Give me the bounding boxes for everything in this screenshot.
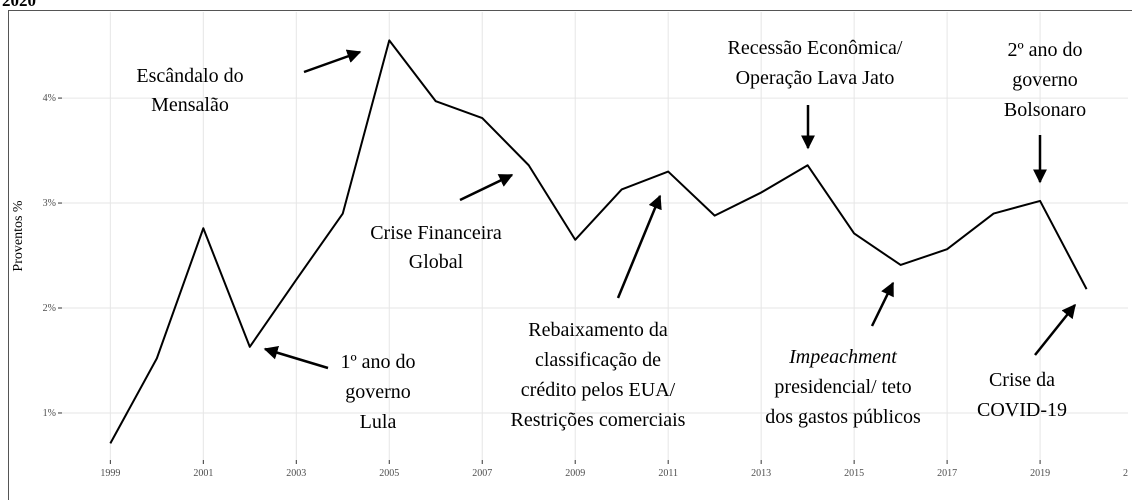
chart-title: 2020: [2, 0, 36, 10]
x-tick-label: 2017: [937, 468, 957, 479]
x-tick-label: 2015: [844, 468, 864, 479]
arrow: [303, 49, 362, 74]
x-tick-label: 2003: [286, 468, 306, 479]
x-tick-label: 2011: [658, 468, 678, 479]
arrow: [616, 194, 662, 299]
annotations: Escândalo do Mensalão 1º ano do governo Lul…: [136, 37, 1086, 433]
plot: [109, 39, 1088, 444]
y-axis-label: Proventos %: [11, 200, 26, 272]
arrow: [1034, 303, 1076, 356]
frame: [8, 10, 1132, 500]
grid: 1999 2001 2003 2005 2007 2009 2011 2013 2015 2017…: [62, 12, 1132, 479]
annotation: Crise da COVID-19: [977, 369, 1067, 421]
x-tick-label: 2005: [379, 468, 399, 479]
arrow: [263, 345, 329, 370]
x-tick-label: 2007: [472, 468, 492, 479]
x-tick-label: 1999: [100, 468, 120, 479]
annotation: Crise Financeira Global: [370, 222, 502, 273]
y-tick-label: 2%: [43, 303, 56, 314]
annotation: Rebaixamento da classificação de crédito p…: [511, 319, 686, 431]
x-tick-label: 2001: [193, 468, 213, 479]
annotation: Impeachment presidencial/ teto dos gastos …: [765, 346, 921, 428]
y-tick-label: 4%: [43, 93, 56, 104]
x-tick-label: 2019: [1030, 468, 1050, 479]
arrow: [870, 281, 895, 327]
arrow: [459, 173, 514, 202]
x-tick-label: 2013: [751, 468, 771, 479]
arrows: [263, 49, 1076, 370]
annotation: 2º ano do governo Bolsonaro: [1004, 39, 1086, 121]
x-tick-label: 2021: [1123, 468, 1132, 479]
y-tick-label: 1%: [43, 408, 56, 419]
y-tick-label: 3%: [43, 198, 56, 209]
x-tick-label: 2009: [565, 468, 585, 479]
line-series: [109, 39, 1088, 444]
annotation: Recessão Econômica/Operação Lava Jato: [728, 37, 903, 89]
annotation: Escândalo do Mensalão: [136, 65, 243, 116]
annotation: 1º ano do governo Lula: [340, 351, 415, 433]
